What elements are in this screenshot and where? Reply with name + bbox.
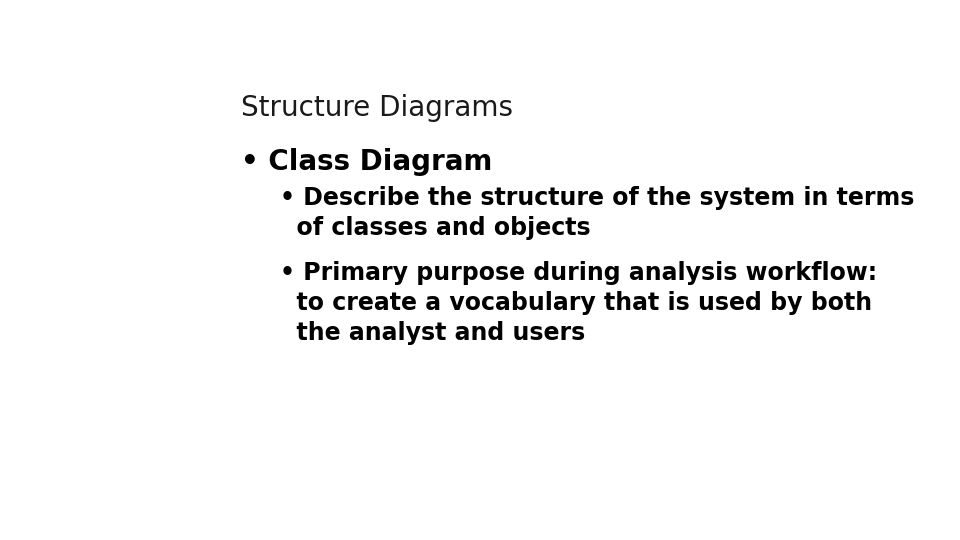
Text: • Class Diagram: • Class Diagram — [241, 148, 492, 176]
Text: Structure Diagrams: Structure Diagrams — [241, 94, 514, 122]
Text: • Primary purpose during analysis workflow:
  to create a vocabulary that is use: • Primary purpose during analysis workfl… — [280, 261, 877, 345]
Text: • Describe the structure of the system in terms
  of classes and objects: • Describe the structure of the system i… — [280, 186, 914, 240]
